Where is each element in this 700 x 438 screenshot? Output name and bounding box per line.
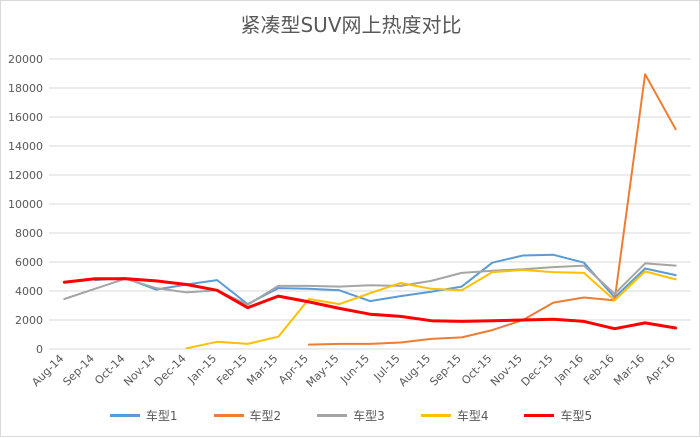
y-tick-label: 12000 <box>8 169 43 182</box>
legend-label: 车型2 <box>249 409 282 423</box>
series-line-1 <box>93 253 677 306</box>
legend-label: 车型5 <box>560 409 593 423</box>
y-tick-label: 0 <box>36 343 43 356</box>
y-tick-label: 4000 <box>15 285 43 298</box>
series-line-3 <box>63 262 677 306</box>
x-tick-label: Mar-15 <box>244 352 280 388</box>
legend-swatch <box>213 414 244 417</box>
y-tick-label: 16000 <box>8 111 43 124</box>
x-tick-label: Sep-14 <box>60 352 97 389</box>
legend-item: 车型3 <box>317 407 385 424</box>
series-line-4 <box>185 269 677 350</box>
y-tick-label: 8000 <box>15 227 43 240</box>
x-tick-label: Jan-16 <box>552 352 587 387</box>
y-tick-label: 14000 <box>8 140 43 153</box>
x-tick-label: Jun-15 <box>337 352 372 387</box>
legend-label: 车型3 <box>353 409 385 423</box>
x-tick-label: Dec-15 <box>519 352 556 389</box>
series-line-2 <box>307 73 677 346</box>
legend-swatch <box>109 414 140 417</box>
legend-label: 车型4 <box>456 409 489 423</box>
x-tick-label: Nov-14 <box>121 352 158 389</box>
series-line-5 <box>62 277 678 331</box>
x-tick-label: Sep-15 <box>427 352 464 389</box>
x-tick-label: Feb-15 <box>214 352 250 388</box>
y-tick-label: 20000 <box>8 53 43 66</box>
x-tick-label: Aug-15 <box>396 352 433 389</box>
legend-item: 车型4 <box>420 407 489 424</box>
legend-label: 车型1 <box>145 409 178 423</box>
chart-title: 紧凑型SUV网上热度对比 <box>240 13 462 37</box>
x-tick-label: Dec-14 <box>152 352 189 389</box>
legend-item: 车型5 <box>524 407 592 424</box>
y-tick-label: 10000 <box>8 198 43 211</box>
y-tick-label: 2000 <box>15 314 43 327</box>
x-tick-label: Nov-15 <box>488 352 525 389</box>
legend-item: 车型2 <box>213 407 282 424</box>
y-tick-label: 18000 <box>8 82 43 95</box>
x-tick-label: Aug-14 <box>29 352 66 389</box>
legend-swatch <box>524 414 555 417</box>
x-tick-label: Mar-16 <box>611 352 647 388</box>
x-tick-label: May-15 <box>304 352 342 390</box>
legend-swatch <box>317 414 348 417</box>
x-tick-label: Jan-15 <box>185 352 220 387</box>
y-tick-label: 6000 <box>15 256 43 269</box>
x-tick-label: Feb-16 <box>581 352 617 388</box>
chart-legend: 车型1 车型2 车型3 车型4 车型5 <box>1 407 700 424</box>
legend-item: 车型1 <box>109 407 178 424</box>
x-tick-label: Apr-16 <box>643 352 678 387</box>
legend-swatch <box>420 414 451 417</box>
